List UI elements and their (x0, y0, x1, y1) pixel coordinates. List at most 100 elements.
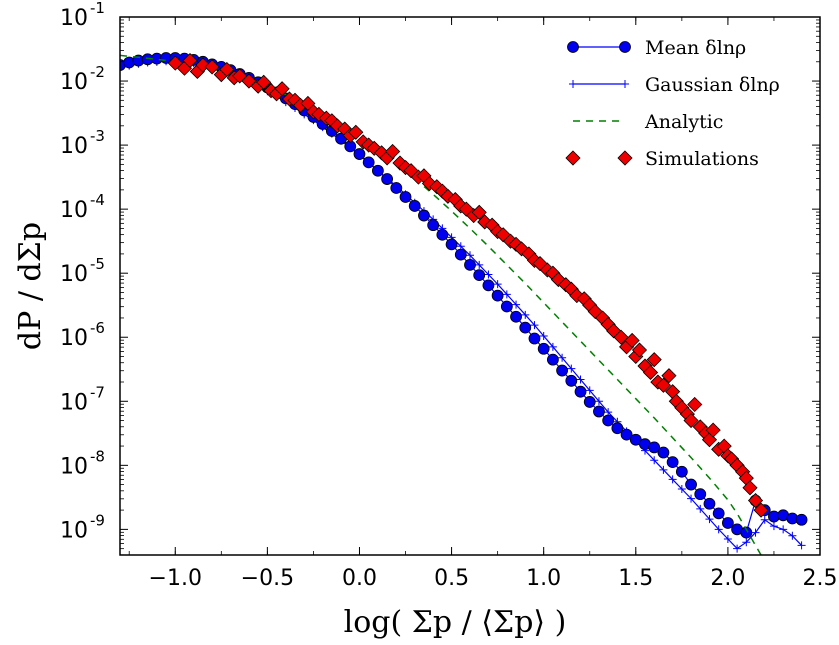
simulation-point (274, 81, 290, 97)
mean-point (362, 156, 375, 169)
simulation-point (232, 68, 248, 84)
simulation-point (195, 57, 211, 73)
gaussian-point (548, 342, 557, 351)
simulation-point (661, 368, 677, 384)
gaussian-point (705, 515, 714, 524)
gaussian-point (502, 290, 511, 299)
gaussian-point (475, 260, 484, 269)
x-tick-label: −1.0 (149, 566, 202, 591)
mean-point (583, 396, 596, 408)
simulation-point (348, 124, 364, 140)
mean-point (556, 364, 569, 377)
simulation-point (471, 204, 487, 220)
simulation-point (204, 59, 220, 75)
mean-point (399, 191, 412, 203)
mean-point (546, 353, 559, 366)
gaussian-point (668, 475, 677, 484)
simulation-point (366, 140, 382, 156)
simulation-point (705, 422, 721, 438)
gaussian-point (769, 522, 778, 531)
y-tick-label: 10 (60, 454, 88, 479)
mean-point (602, 414, 615, 427)
y-tick-label: 10 (60, 198, 88, 223)
legend-swatch-marker (621, 80, 629, 88)
mean-point (473, 269, 486, 282)
x-tick-label: 0.5 (434, 566, 469, 591)
simulation-point (219, 61, 235, 78)
x-axis-title: log( Σp / ⟨Σp⟩ ) (344, 605, 567, 640)
simulation-point (655, 377, 671, 393)
legend-swatch-marker (567, 41, 579, 53)
mean-point (721, 517, 734, 529)
gaussian-point (788, 531, 797, 540)
gaussian-point (493, 280, 502, 289)
legend-swatch-marker (619, 41, 631, 53)
simulation-point (613, 329, 629, 345)
simulation-point (508, 236, 524, 252)
mean-point (537, 342, 550, 355)
y-tick-exponent: -8 (90, 447, 105, 465)
gaussian-point (696, 504, 705, 513)
legend-label: Simulations (645, 148, 759, 170)
legend: Mean δlnρ Gaussian δlnρ Analytic Simulation… (565, 37, 780, 170)
mean-point (464, 258, 476, 271)
y-tick-label: 10 (60, 6, 88, 31)
simulation-point (747, 492, 764, 509)
gaussian-point (760, 515, 769, 524)
plot-frame (119, 16, 821, 556)
mean-point (371, 164, 384, 177)
gaussian-point (512, 300, 521, 309)
gaussian-point (733, 544, 742, 553)
y-tick-exponent: -6 (90, 319, 105, 337)
mean-point (528, 332, 541, 345)
y-tick-label: 10 (60, 262, 88, 287)
mean-point (436, 228, 449, 241)
y-axis: 10-110-210-310-410-510-610-710-810-9 (60, 0, 820, 556)
gaussian-point (723, 534, 732, 543)
legend-swatch-marker (569, 80, 577, 88)
gaussian-point (650, 456, 659, 465)
x-tick-label: 2.0 (710, 566, 745, 591)
mean-point (740, 526, 753, 539)
legend-item: Gaussian δlnρ (569, 74, 780, 96)
mean-point (418, 209, 430, 222)
simulation-point (742, 480, 758, 496)
simulation-point (642, 364, 659, 381)
simulation-point (683, 412, 699, 429)
y-tick-exponent: -2 (90, 63, 105, 81)
mean-point (454, 248, 467, 261)
mean-point (712, 507, 725, 520)
mean-point (648, 441, 661, 454)
x-tick-label: −0.5 (241, 566, 294, 591)
simulation-point (701, 432, 718, 448)
legend-label: Analytic (644, 111, 723, 133)
x-tick-label: 1.5 (618, 566, 653, 591)
simulation-point (687, 396, 703, 413)
legend-item: Analytic (573, 111, 723, 133)
x-axis: −1.0 −0.5 0.0 0.5 1.0 1.5 2.0 2.5 (128, 17, 838, 591)
legend-item: Simulations (565, 148, 759, 170)
y-axis-title: dP / dΣp (13, 222, 48, 350)
mean-point (675, 465, 688, 478)
gaussian-point (714, 525, 723, 534)
legend-item: Mean δlnρ (567, 37, 746, 59)
y-tick-label: 10 (60, 390, 88, 415)
gaussian-point (742, 538, 751, 547)
series-simulations (167, 52, 769, 518)
gaussian-point (466, 251, 474, 260)
simulation-point (256, 74, 272, 90)
mean-point (685, 478, 697, 491)
simulation-point (421, 175, 438, 192)
mean-point (657, 446, 670, 459)
mean-point (510, 310, 522, 323)
y-tick-exponent: -7 (90, 383, 105, 401)
simulation-point (403, 163, 419, 179)
y-tick-exponent: -3 (90, 127, 105, 145)
mean-point (500, 300, 513, 313)
simulation-point (495, 227, 511, 243)
series-layer (120, 52, 808, 555)
simulation-point (624, 332, 640, 349)
mean-point (795, 513, 808, 526)
legend-swatch-marker (565, 150, 581, 166)
